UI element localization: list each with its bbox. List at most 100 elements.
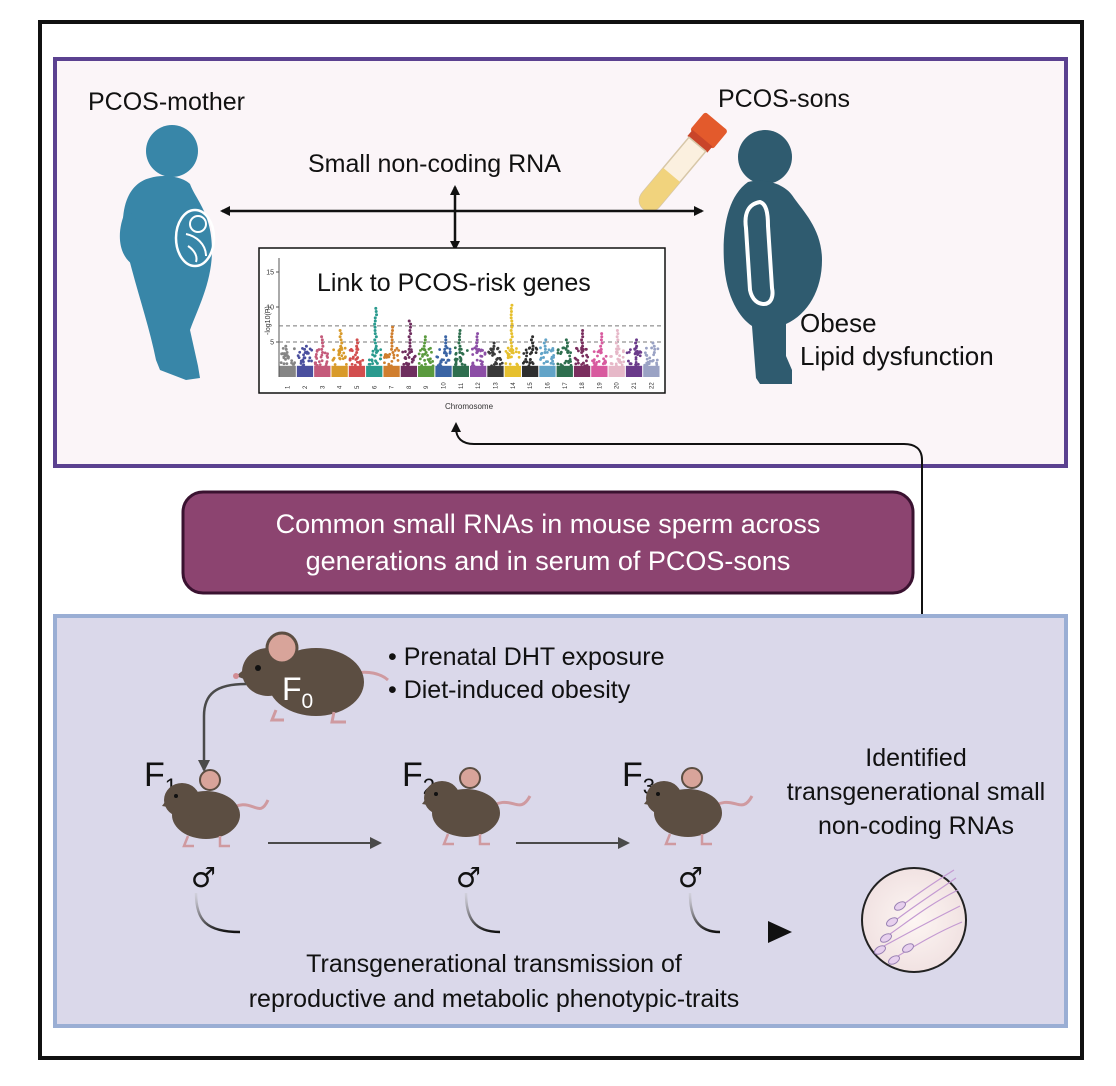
chrom-points-18: [573, 328, 590, 368]
x-tick-label: 6: [372, 385, 378, 389]
chrom-band-14: [504, 365, 521, 377]
pcos-mother-label: PCOS-mother: [88, 88, 245, 116]
chrom-band-9: [418, 365, 435, 377]
f0-letter: F: [282, 671, 302, 707]
chrom-band-17: [556, 365, 573, 377]
x-tick-label: 8: [407, 385, 413, 389]
f3-letter: F: [622, 756, 643, 794]
chrom-points-15: [521, 335, 539, 368]
banner: [181, 490, 915, 595]
x-tick-label: 11: [459, 382, 465, 389]
chrom-points-7: [383, 325, 401, 368]
pcos-sons-label: PCOS-sons: [718, 85, 850, 113]
f2-male-symbol: ♂: [456, 861, 481, 894]
chrom-points-19: [591, 332, 608, 368]
exposure-1: • Prenatal DHT exposure: [388, 643, 664, 671]
small-ncrna-label: Small non-coding RNA: [308, 150, 561, 178]
f0-sub: 0: [302, 690, 314, 713]
chrom-points-12: [470, 332, 487, 368]
chrom-points-17: [556, 338, 573, 367]
chart-ylabel: -log10(P): [265, 306, 272, 335]
y-tick-label: 15: [266, 270, 274, 277]
pcos-son-figure: [723, 130, 822, 384]
f1-male-symbol: ♂: [191, 861, 216, 894]
transmission-line1: Transgenerational transmission of: [306, 950, 682, 978]
chrom-band-19: [591, 365, 608, 377]
chrom-band-1: [279, 365, 296, 377]
f0-f1-arrow: [198, 682, 247, 772]
x-tick-label: 4: [338, 385, 344, 389]
chrom-band-4: [331, 365, 348, 377]
f2-letter: F: [402, 756, 423, 794]
x-tick-label: 14: [511, 382, 517, 389]
chart-title: Link to PCOS-risk genes: [317, 269, 591, 297]
chrom-band-11: [452, 365, 469, 377]
chrom-band-12: [470, 365, 487, 377]
x-tick-label: 2: [303, 385, 309, 389]
chrom-points-8: [401, 319, 417, 368]
chrom-band-18: [573, 365, 591, 377]
chrom-band-21: [625, 365, 643, 377]
exposure-2: • Diet-induced obesity: [388, 676, 631, 704]
chrom-band-6: [366, 365, 383, 377]
x-tick-label: 20: [615, 382, 621, 389]
f0-label: F0: [282, 671, 313, 713]
chrom-points-21: [625, 338, 643, 367]
chrom-points-14: [504, 303, 521, 367]
chrom-points-4: [331, 328, 348, 366]
chrom-band-15: [521, 365, 539, 377]
chrom-band-13: [487, 365, 504, 377]
f3-male-symbol: ♂: [678, 861, 703, 894]
chrom-points-9: [417, 335, 435, 368]
f0-mouse: [233, 631, 389, 724]
chrom-band-2: [296, 365, 314, 377]
identified-line1: Identified: [865, 744, 966, 772]
chrom-points-1: [279, 344, 297, 366]
chrom-points-3: [313, 335, 330, 368]
x-tick-label: 9: [424, 385, 430, 389]
x-tick-label: 15: [528, 382, 534, 389]
x-tick-label: 19: [597, 382, 603, 389]
chrom-band-10: [435, 365, 452, 377]
banner-line2: generations and in serum of PCOS-sons: [306, 546, 791, 576]
f3-mouse: [644, 767, 754, 846]
chrom-points-22: [643, 341, 660, 368]
chrom-band-3: [314, 365, 331, 377]
x-tick-label: 22: [649, 382, 655, 389]
x-tick-label: 12: [476, 382, 482, 389]
x-tick-label: 7: [390, 385, 396, 389]
f1-mouse: [162, 769, 270, 848]
x-tick-label: 1: [286, 385, 292, 389]
f2-mouse: [422, 767, 532, 846]
chrom-band-5: [348, 365, 366, 377]
feedback-arrow: [451, 422, 923, 806]
chrom-points-6: [367, 306, 383, 366]
y-tick-label: 5: [270, 340, 274, 347]
chrom-points-11: [453, 328, 469, 367]
chrom-band-7: [383, 365, 400, 377]
x-tick-label: 17: [563, 382, 569, 389]
x-tick-label: 13: [493, 382, 499, 389]
banner-line1: Common small RNAs in mouse sperm across: [276, 509, 821, 539]
chrom-band-8: [400, 365, 418, 377]
y-tick-label: 10: [266, 305, 274, 312]
chrom-points-10: [435, 335, 452, 368]
transmission-line2: reproductive and metabolic phenotypic-tr…: [249, 985, 740, 1013]
identified-line2: transgenerational small: [787, 778, 1045, 806]
f1-letter: F: [144, 756, 165, 794]
x-tick-label: 18: [580, 382, 586, 389]
pcos-mother-figure: [119, 125, 216, 380]
chrom-points-20: [609, 328, 626, 368]
x-tick-label: 10: [442, 382, 448, 389]
x-tick-label: 16: [545, 382, 551, 389]
trait-lipid: Lipid dysfunction: [800, 341, 994, 371]
sperm-image: [861, 867, 967, 973]
x-tick-label: 3: [320, 385, 326, 389]
trait-obese: Obese: [800, 308, 877, 338]
chrom-points-5: [348, 338, 365, 367]
identified-line3: non-coding RNAs: [818, 812, 1014, 840]
chrom-points-2: [296, 344, 314, 368]
chrom-band-22: [643, 365, 660, 377]
